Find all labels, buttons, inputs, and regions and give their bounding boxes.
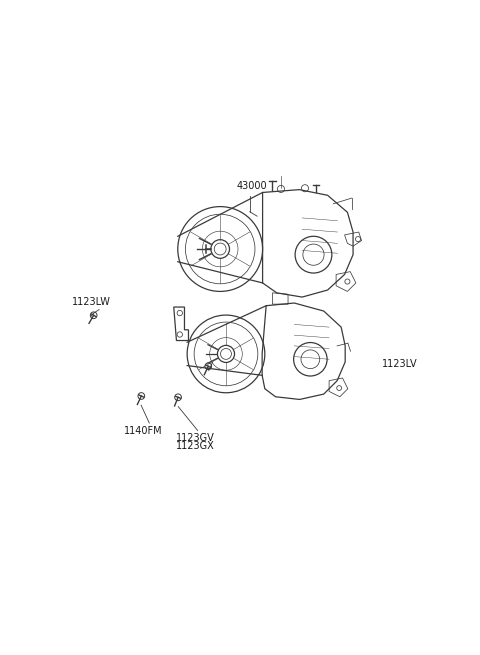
Text: 1123GV: 1123GV [177, 433, 215, 443]
Text: 1123LV: 1123LV [382, 359, 418, 369]
Text: 43000: 43000 [236, 181, 267, 191]
Text: 1123LW: 1123LW [72, 297, 111, 307]
Text: 1140FM: 1140FM [124, 426, 163, 436]
Text: 1123GX: 1123GX [177, 441, 215, 451]
